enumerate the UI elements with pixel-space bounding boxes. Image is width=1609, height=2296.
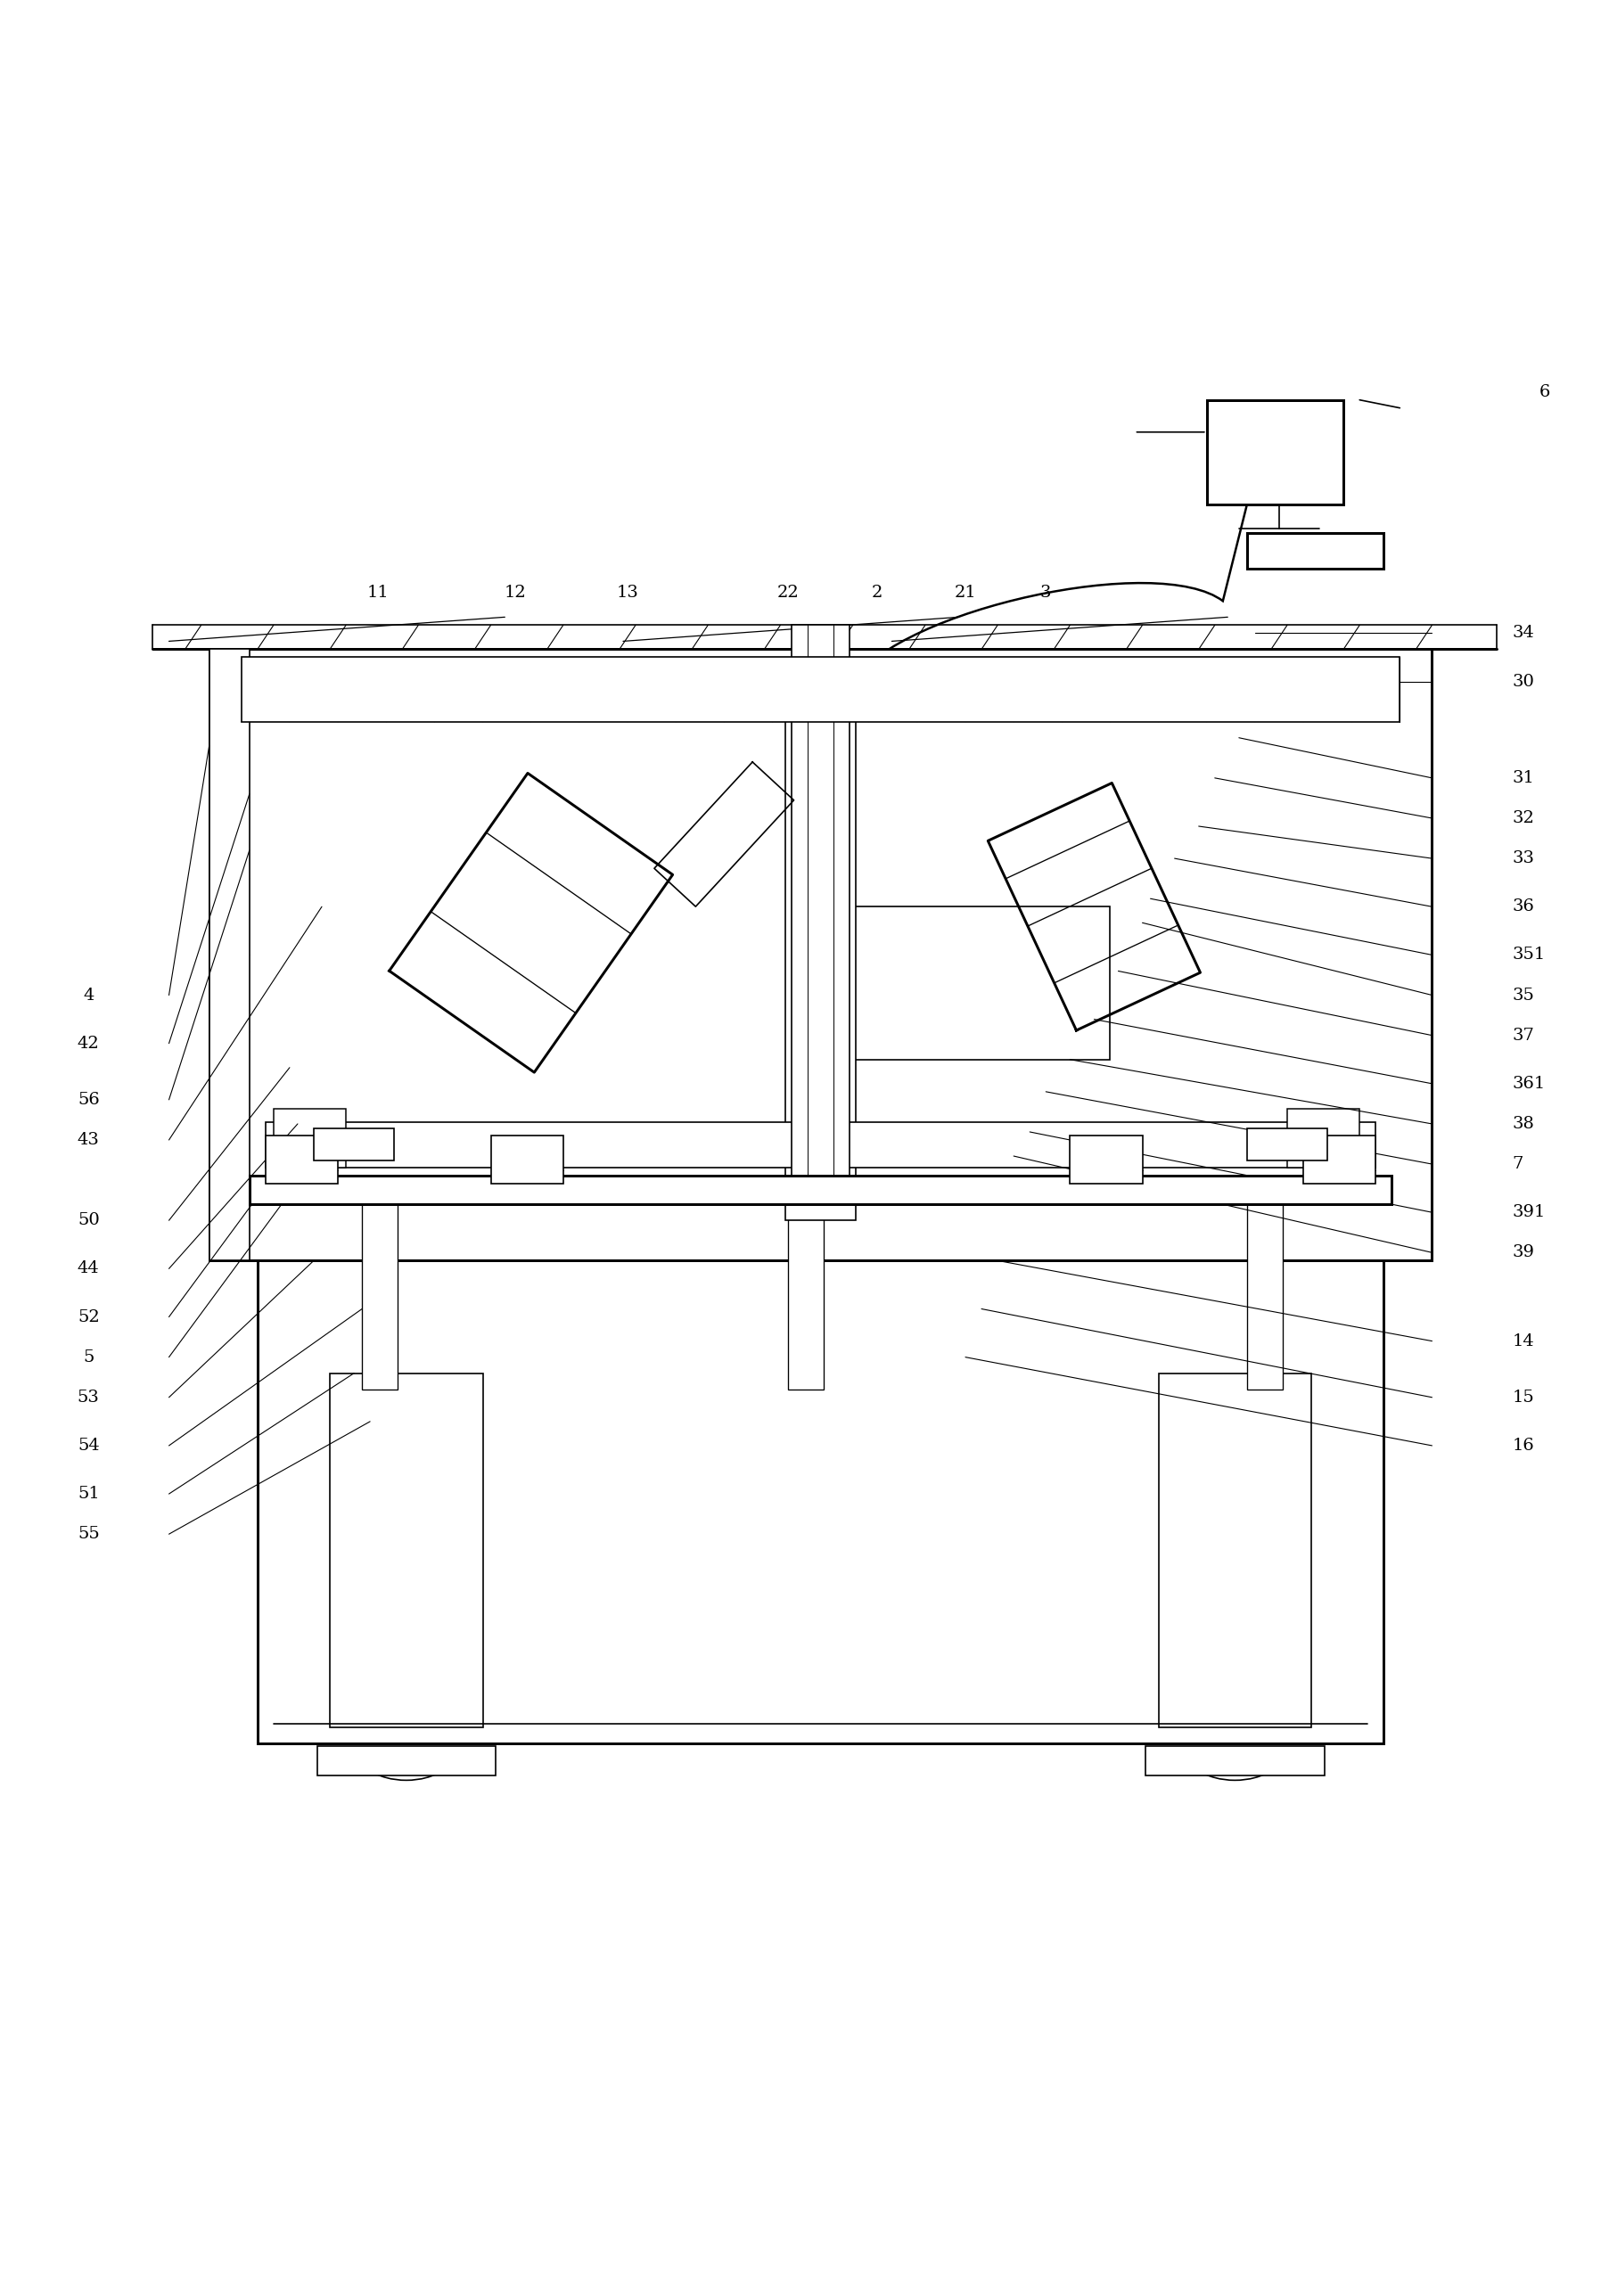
- Bar: [832, 859, 864, 879]
- Bar: [241, 657, 1400, 721]
- Text: 2: 2: [872, 585, 882, 602]
- Text: 16: 16: [1512, 1437, 1535, 1453]
- Bar: [317, 1747, 496, 1775]
- Text: 12: 12: [504, 585, 526, 602]
- Bar: [1207, 400, 1344, 505]
- Bar: [209, 650, 249, 1261]
- Text: 35: 35: [1512, 987, 1535, 1003]
- Text: 53: 53: [77, 1389, 100, 1405]
- Text: 33: 33: [1512, 850, 1535, 866]
- Bar: [257, 1261, 1384, 1743]
- Bar: [804, 907, 1110, 1058]
- Bar: [1146, 1747, 1324, 1775]
- Bar: [1035, 859, 1067, 879]
- Bar: [1070, 1134, 1142, 1182]
- Text: 55: 55: [77, 1527, 100, 1543]
- Bar: [792, 625, 850, 1189]
- Text: 21: 21: [954, 585, 977, 602]
- Text: 4: 4: [84, 987, 93, 1003]
- Text: 56: 56: [77, 1091, 100, 1107]
- Bar: [265, 1134, 338, 1182]
- Text: 31: 31: [1512, 769, 1535, 785]
- Text: 32: 32: [1512, 810, 1535, 827]
- Text: 361: 361: [1512, 1075, 1546, 1091]
- Bar: [758, 928, 790, 946]
- Bar: [933, 836, 965, 854]
- Text: 30: 30: [1512, 673, 1535, 689]
- Bar: [274, 1109, 346, 1166]
- Bar: [788, 1205, 824, 1389]
- Text: 6: 6: [1540, 383, 1549, 400]
- Text: 34: 34: [1512, 625, 1535, 641]
- Text: 14: 14: [1512, 1334, 1535, 1350]
- Text: 5: 5: [84, 1350, 93, 1366]
- Text: 37: 37: [1512, 1026, 1535, 1042]
- Bar: [1247, 1205, 1282, 1389]
- Bar: [1158, 1373, 1311, 1727]
- Text: 11: 11: [367, 585, 389, 602]
- Bar: [314, 1130, 394, 1162]
- Bar: [265, 1123, 1376, 1166]
- Text: 42: 42: [77, 1035, 100, 1052]
- Text: 36: 36: [1512, 898, 1535, 914]
- Text: 22: 22: [777, 585, 800, 602]
- Text: 351: 351: [1512, 946, 1546, 962]
- Bar: [785, 666, 856, 1221]
- Bar: [209, 650, 1432, 1261]
- Text: 44: 44: [77, 1261, 100, 1277]
- Text: 391: 391: [1512, 1205, 1546, 1221]
- Text: 54: 54: [77, 1437, 100, 1453]
- Bar: [491, 1134, 563, 1182]
- Bar: [330, 1373, 483, 1727]
- Text: 3: 3: [1041, 585, 1051, 602]
- Bar: [362, 1205, 397, 1389]
- Bar: [1247, 1130, 1327, 1162]
- Text: 43: 43: [77, 1132, 100, 1148]
- Text: 38: 38: [1512, 1116, 1535, 1132]
- Text: 52: 52: [77, 1309, 100, 1325]
- Bar: [1287, 1109, 1360, 1166]
- Text: 51: 51: [77, 1486, 100, 1502]
- Bar: [1247, 533, 1384, 569]
- Bar: [249, 1176, 1392, 1205]
- Bar: [1303, 1134, 1376, 1182]
- Text: 15: 15: [1512, 1389, 1535, 1405]
- Text: 13: 13: [616, 585, 639, 602]
- Bar: [1109, 928, 1141, 946]
- Text: 39: 39: [1512, 1244, 1535, 1261]
- Text: 50: 50: [77, 1212, 100, 1228]
- Text: 7: 7: [1512, 1157, 1524, 1173]
